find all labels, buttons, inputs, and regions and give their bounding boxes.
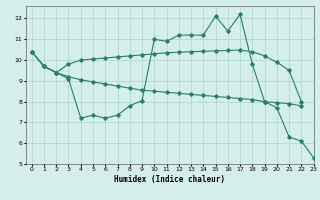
X-axis label: Humidex (Indice chaleur): Humidex (Indice chaleur) [114, 175, 225, 184]
